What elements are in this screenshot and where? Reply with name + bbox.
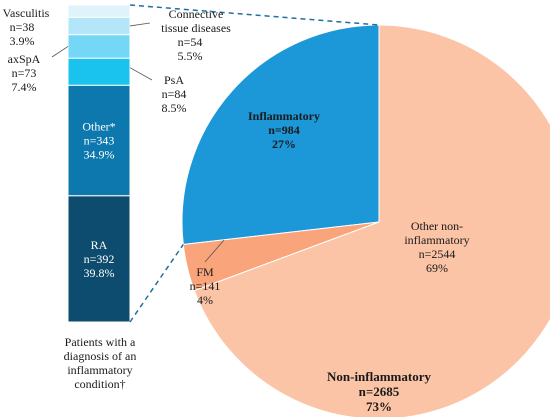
pie-label-other-line2: inflammatory — [404, 233, 469, 247]
bar-label-axspa-name: axSpA — [8, 52, 41, 66]
pie-slice-inflammatory — [181, 24, 380, 246]
bar-label-vasculitis-n: n=38 — [10, 20, 35, 34]
bar-label-ctd-line1: Connective — [169, 7, 224, 21]
stacked-bar-chart — [67, 4, 131, 323]
bar-label-ctd-n: n=54 — [178, 35, 203, 49]
leader-ctd — [129, 22, 151, 27]
bar-label-psa-pct: 8.5% — [162, 101, 187, 115]
bar-label-0-pct: 39.8% — [84, 266, 115, 280]
bar-caption-line-1: diagnosis of an — [64, 349, 137, 363]
pie-chart — [181, 24, 550, 417]
pie-label-other-line1: Other non- — [411, 219, 463, 233]
leader-psa — [129, 67, 153, 81]
pie-label-inflammatory-pct: 27% — [272, 137, 296, 151]
bar-caption-line-0: Patients with a — [65, 335, 136, 349]
bar-segment-other- — [67, 84, 131, 197]
pie-label-fm-n: n=141 — [190, 279, 221, 293]
connector-bottom — [129, 244, 184, 323]
pie-label-fm-name: FM — [196, 265, 214, 279]
bar-segment-vasculitis — [67, 4, 131, 18]
leader-axspa — [51, 46, 69, 58]
leader-fm — [204, 239, 225, 263]
pie-label-other-n: n=2544 — [419, 247, 456, 261]
connector-lines — [129, 4, 380, 323]
pie-label-other-pct: 69% — [426, 261, 448, 275]
bar-label-axspa-n: n=73 — [12, 66, 37, 80]
bar-label-ctd-pct: 5.5% — [178, 49, 203, 63]
bar-segment-axspa — [67, 34, 131, 59]
pie-label-inflammatory-n: n=984 — [268, 123, 300, 137]
bar-label-0-name: RA — [91, 238, 108, 252]
bar-label-ctd-line2: tissue diseases — [161, 21, 231, 35]
pie-label-fm-pct: 4% — [197, 293, 213, 307]
bar-label-0-n: n=392 — [84, 252, 115, 266]
connector-top — [129, 4, 380, 26]
bar-label-1-pct: 34.9% — [84, 147, 115, 161]
pie-group-label-line-0: Non-inflammatory — [327, 369, 431, 384]
bar-caption-line-2: inflammatory — [67, 363, 132, 377]
bar-label-1-n: n=343 — [84, 133, 115, 147]
bar-label-psa-name: PsA — [164, 73, 184, 87]
bar-label-vasculitis-pct: 3.9% — [10, 34, 35, 48]
pie-slice-other-non-inflammatory — [193, 24, 550, 417]
bar-segment-ra — [67, 195, 131, 323]
pie-group-label-line-1: n=2685 — [359, 384, 400, 399]
pie-label-inflammatory-name: Inflammatory — [248, 109, 320, 123]
bar-caption-line-3: condition† — [74, 377, 125, 391]
bar-segment-connective-tissue-diseases — [67, 16, 131, 36]
bar-segment-psa — [67, 57, 131, 86]
pie-group-label-line-2: 73% — [366, 399, 392, 414]
bar-label-psa-n: n=84 — [162, 87, 187, 101]
bar-label-vasculitis-name: Vasculitis — [3, 6, 50, 20]
bar-label-1-name: Other* — [82, 119, 115, 133]
bar-label-axspa-pct: 7.4% — [12, 80, 37, 94]
